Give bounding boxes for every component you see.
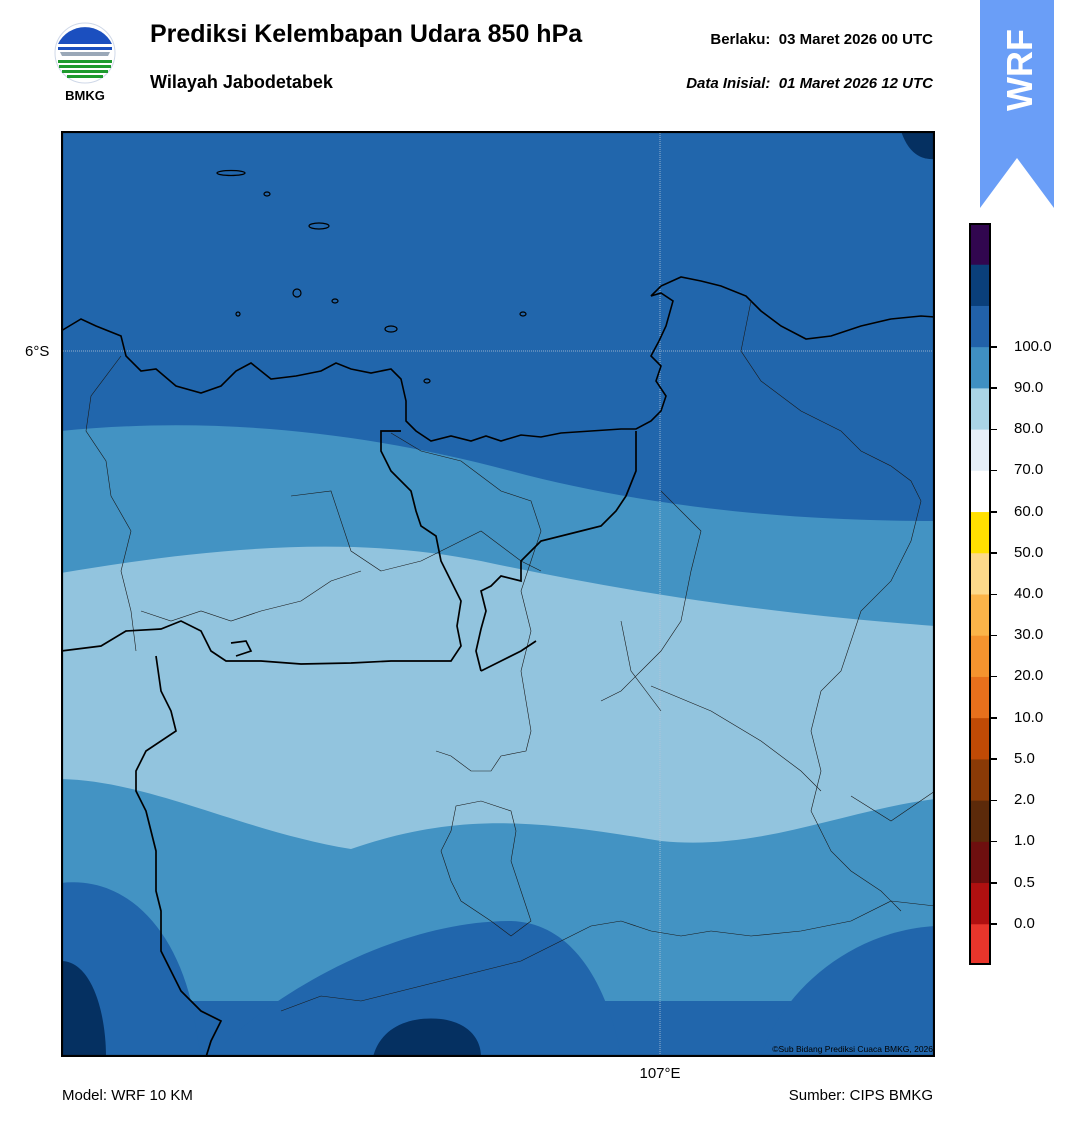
colorbar-label: 10.0 xyxy=(1014,708,1044,726)
source-info: Sumber: CIPS BMKG xyxy=(788,1087,933,1104)
colorbar-frame xyxy=(969,223,991,965)
chart-title: Prediksi Kelembapan Udara 850 hPa xyxy=(150,20,583,48)
colorbar-segment xyxy=(969,264,991,306)
colorbar-label: 40.0 xyxy=(1014,585,1044,602)
island xyxy=(292,288,302,298)
region-subtitle: Wilayah Jabodetabek xyxy=(150,72,333,92)
band-80-90-s xyxy=(211,921,621,1057)
valid-label: Berlaku: xyxy=(710,31,771,48)
province-border xyxy=(475,431,637,672)
colorbar-segment xyxy=(969,305,991,348)
svg-text:BMKG: BMKG xyxy=(65,88,105,103)
colorbar-tick xyxy=(991,634,997,637)
colorbar-segment xyxy=(969,511,991,554)
colorbar-tick xyxy=(991,758,997,760)
latitude-label: 6°S xyxy=(25,343,50,360)
island xyxy=(519,311,527,317)
band-60-70 xyxy=(61,546,935,849)
island xyxy=(384,325,398,333)
island xyxy=(331,298,339,304)
colorbar xyxy=(969,223,991,966)
band-80-90-se xyxy=(761,926,935,1057)
colorbar-label: 70.0 xyxy=(1014,461,1044,479)
colorbar-label: 50.0 xyxy=(1014,543,1044,561)
colorbar-label: 60.0 xyxy=(1014,502,1044,520)
island xyxy=(423,378,431,384)
bmkg-logo: BMKG xyxy=(52,20,118,104)
init-time: Data Inisial: 01 Maret 2026 12 UTC xyxy=(600,75,933,92)
humidity-map xyxy=(60,130,936,1058)
colorbar-segment xyxy=(969,552,991,595)
colorbar-label: 1.0 xyxy=(1014,832,1035,850)
colorbar-segment xyxy=(969,223,991,265)
colorbar-label: 20.0 xyxy=(1014,667,1044,685)
province-border xyxy=(480,640,537,672)
regency-borders xyxy=(85,300,935,1012)
colorbar-segment xyxy=(969,800,991,842)
colorbar-segment xyxy=(969,346,991,389)
colorbar-tick xyxy=(991,799,997,802)
colorbar-tick xyxy=(991,593,997,595)
colorbar-tick xyxy=(991,552,997,554)
colorbar-segment xyxy=(969,758,991,801)
band-90-100-s xyxy=(373,1018,481,1057)
colorbar-segment xyxy=(969,635,991,677)
colorbar-label: 0.0 xyxy=(1014,914,1035,932)
colorbar-label: 30.0 xyxy=(1014,626,1044,644)
coastline xyxy=(61,276,935,442)
init-label: Data Inisial: xyxy=(686,75,771,92)
island xyxy=(216,169,246,177)
colorbar-segment xyxy=(969,923,991,966)
map-frame xyxy=(60,130,936,1058)
colorbar-label: 0.5 xyxy=(1014,873,1035,891)
colorbar-label: 100.0 xyxy=(1014,337,1052,355)
badge-ribbon xyxy=(980,0,1054,208)
valid-time: Berlaku: 03 Maret 2026 00 UTC xyxy=(600,31,933,48)
valid-value: 03 Maret 2026 00 UTC xyxy=(778,31,933,48)
init-value: 01 Maret 2026 12 UTC xyxy=(778,75,933,92)
colorbar-segment xyxy=(969,841,991,884)
longitude-label: 107°E xyxy=(639,1065,681,1082)
colorbar-segment xyxy=(969,470,991,513)
colorbar-label: 2.0 xyxy=(1014,791,1035,809)
colorbar-segment xyxy=(969,387,991,430)
band-90-100-sw xyxy=(61,961,106,1057)
wrf-badge: WRF xyxy=(980,0,1054,210)
province-border xyxy=(230,640,253,657)
colorbar-tick xyxy=(991,469,997,472)
colorbar-label: 90.0 xyxy=(1014,378,1044,396)
model-info: Model: WRF 10 KM xyxy=(62,1087,193,1104)
colorbar-segment xyxy=(969,676,991,719)
colorbar-tick xyxy=(991,717,997,719)
colorbar-tick xyxy=(991,428,997,431)
colorbar-segment xyxy=(969,717,991,760)
colorbar-label: 80.0 xyxy=(1014,420,1044,438)
island xyxy=(263,191,271,197)
colorbar-tick xyxy=(991,840,997,843)
colorbar-tick xyxy=(991,346,997,348)
colorbar-tick xyxy=(991,511,997,513)
colorbar-segment xyxy=(969,594,991,636)
colorbar-segment xyxy=(969,429,991,471)
province-border xyxy=(61,430,462,665)
map-credit: ©Sub Bidang Prediksi Cuaca BMKG, 2026 xyxy=(772,1044,933,1054)
colorbar-segment xyxy=(969,882,991,925)
band-90-100-ne xyxy=(901,131,935,160)
colorbar-label: 5.0 xyxy=(1014,749,1035,767)
bmkg-emblem-icon: BMKG xyxy=(54,22,116,103)
colorbar-tick xyxy=(991,675,997,678)
badge-text: WRF xyxy=(999,29,1040,111)
colorbar-tick xyxy=(991,387,997,389)
island xyxy=(235,311,241,317)
colorbar-tick xyxy=(991,923,997,925)
island xyxy=(308,222,330,230)
province-border xyxy=(135,655,223,1057)
colorbar-tick xyxy=(991,882,997,884)
